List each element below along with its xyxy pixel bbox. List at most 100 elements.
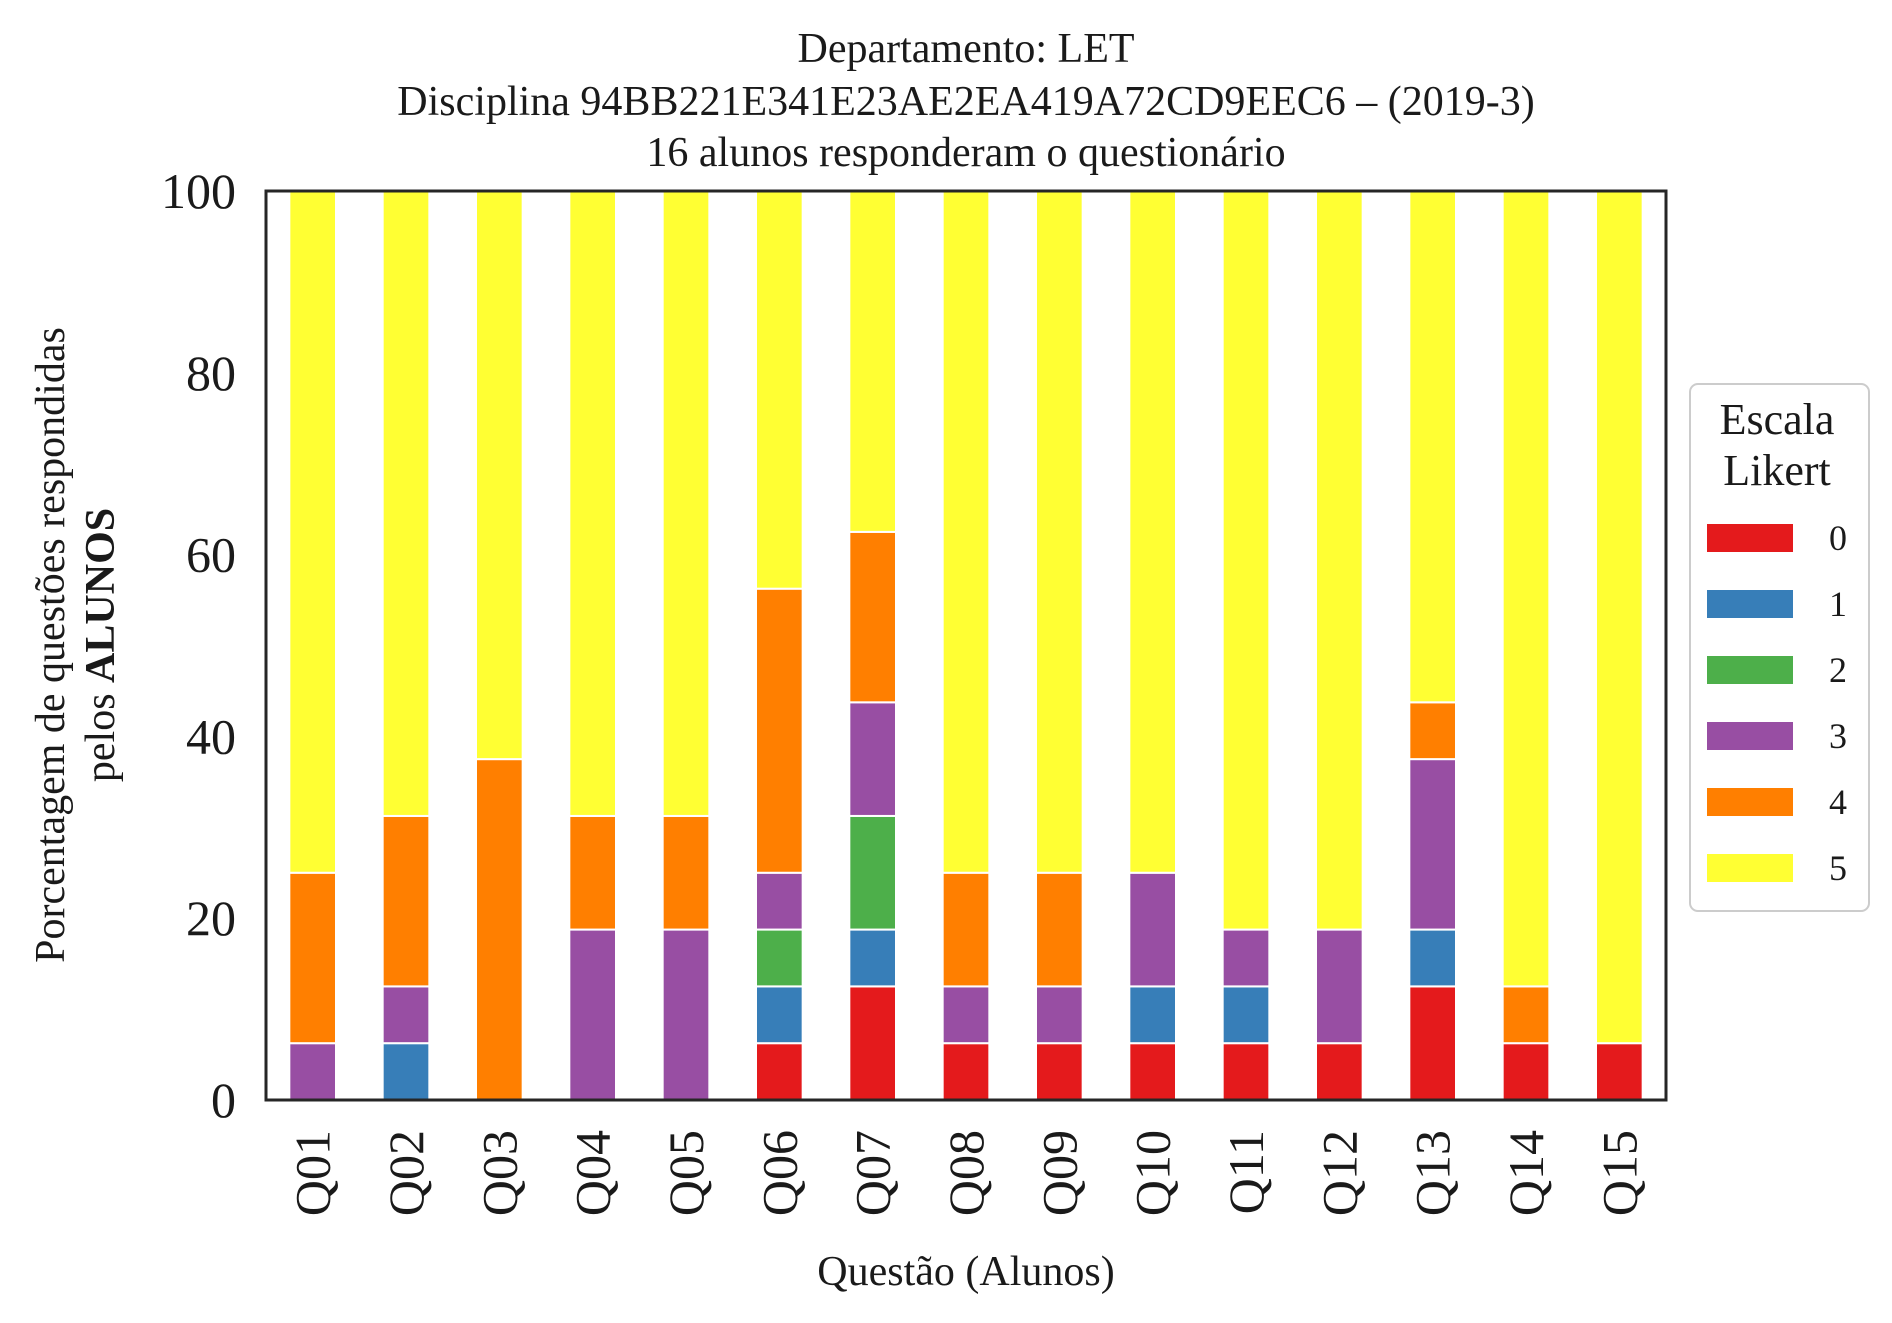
bar-segment-q01-scale-5 xyxy=(288,190,338,874)
bar-segment-q14-scale-5 xyxy=(1501,190,1551,988)
y-tick-label: 20 xyxy=(186,890,236,946)
x-tick-label: Q13 xyxy=(1405,1130,1461,1216)
y-tick-label: 40 xyxy=(186,708,236,764)
bar-segment-q15-scale-0 xyxy=(1595,1042,1644,1101)
bar-segment-q09-scale-4 xyxy=(1035,871,1084,988)
bar-segment-q07-scale-3 xyxy=(848,701,897,817)
legend-title-line-1: Escala xyxy=(1720,395,1835,444)
bar-segment-q13-scale-4 xyxy=(1408,701,1458,761)
bar-segment-q14-scale-0 xyxy=(1501,1042,1551,1101)
x-tick-label: Q06 xyxy=(751,1130,807,1216)
bar-segment-q15-scale-5 xyxy=(1595,190,1644,1045)
x-tick-label: Q05 xyxy=(658,1130,714,1216)
bar-segments xyxy=(288,190,1644,1101)
bar-segment-q12-scale-0 xyxy=(1315,1042,1364,1101)
y-axis-label-bold: ALUNOS xyxy=(78,508,124,683)
legend-frame xyxy=(1689,383,1870,912)
bar-segment-q06-scale-5 xyxy=(755,190,804,590)
bar-segment-q12-scale-3 xyxy=(1315,928,1364,1045)
x-tick-label: Q10 xyxy=(1125,1130,1181,1216)
bar-segment-q11-scale-1 xyxy=(1221,985,1271,1045)
bar-segment-q04-scale-5 xyxy=(568,190,617,817)
bar-segment-q13-scale-1 xyxy=(1408,928,1458,988)
legend-label-3: 3 xyxy=(1829,716,1847,756)
x-tick-label: Q11 xyxy=(1218,1130,1274,1214)
bar-segment-q09-scale-5 xyxy=(1035,190,1084,874)
bar-segment-q10-scale-3 xyxy=(1128,871,1178,988)
bar-segment-q11-scale-0 xyxy=(1221,1042,1271,1101)
x-tick-label: Q09 xyxy=(1031,1130,1087,1216)
bar-segment-q11-scale-5 xyxy=(1221,190,1271,931)
legend-label-0: 0 xyxy=(1829,518,1847,558)
legend-swatch-1 xyxy=(1707,590,1793,618)
legend-label-2: 2 xyxy=(1829,650,1847,690)
chart-title-line-2: Disciplina 94BB221E341E23AE2EA419A72CD9E… xyxy=(397,79,1534,125)
bar-segment-q06-scale-2 xyxy=(755,928,804,988)
bar-segment-q07-scale-4 xyxy=(848,530,897,704)
x-axis-ticks: Q01 Q02 Q03 Q04 Q05 Q06 Q07 Q08 Q09 Q10 Q11 Q12 Q13 Q… xyxy=(285,1130,1648,1216)
legend-swatch-5 xyxy=(1707,854,1793,882)
bar-segment-q02-scale-4 xyxy=(381,814,431,988)
bar-segment-q06-scale-4 xyxy=(755,587,804,874)
legend: Escala Likert 0 1 2 3 4 5 xyxy=(1689,383,1870,912)
x-axis-label: Questão (Alunos) xyxy=(817,1249,1114,1295)
bar-segment-q02-scale-1 xyxy=(381,1042,431,1101)
y-tick-label: 80 xyxy=(186,345,236,401)
legend-label-4: 4 xyxy=(1829,782,1847,822)
legend-items: 0 1 2 3 4 5 xyxy=(1707,518,1847,888)
y-axis-label-line-2: pelos ALUNOS xyxy=(78,508,124,782)
x-tick-label: Q04 xyxy=(565,1130,621,1216)
bar-segment-q13-scale-0 xyxy=(1408,985,1458,1101)
bar-segment-q10-scale-5 xyxy=(1128,190,1178,874)
bar-segment-q02-scale-3 xyxy=(381,985,431,1045)
bar-segment-q06-scale-3 xyxy=(755,871,804,931)
bar-segment-q09-scale-0 xyxy=(1035,1042,1084,1101)
legend-label-1: 1 xyxy=(1829,584,1847,624)
x-tick-label: Q12 xyxy=(1311,1130,1367,1216)
bar-segment-q10-scale-1 xyxy=(1128,985,1178,1045)
bar-segment-q07-scale-2 xyxy=(848,814,897,931)
bar-segment-q06-scale-0 xyxy=(755,1042,804,1101)
plot-frame xyxy=(264,189,1668,1102)
legend-swatch-4 xyxy=(1707,788,1793,816)
bar-segment-q08-scale-0 xyxy=(941,1042,991,1101)
chart-title-line-3: 16 alunos responderam o questionário xyxy=(646,130,1285,176)
y-tick-label: 0 xyxy=(211,1072,236,1128)
bar-segment-q07-scale-5 xyxy=(848,190,897,533)
x-tick-label: Q02 xyxy=(378,1130,434,1216)
chart-title-line-1: Departamento: LET xyxy=(797,26,1134,72)
x-tick-label: Q01 xyxy=(285,1130,341,1216)
bar-segment-q11-scale-3 xyxy=(1221,928,1271,988)
y-tick-label: 100 xyxy=(161,163,236,219)
y-axis-label-line-1: Porcentagem de questões respondidas xyxy=(28,327,74,963)
legend-swatch-0 xyxy=(1707,524,1793,552)
y-axis-ticks: 0 20 40 60 80 100 xyxy=(161,163,236,1128)
x-tick-label: Q03 xyxy=(471,1130,527,1216)
bar-segment-q04-scale-3 xyxy=(568,928,617,1101)
bar-segment-q14-scale-4 xyxy=(1501,985,1551,1045)
bar-segment-q08-scale-3 xyxy=(941,985,991,1045)
x-tick-label: Q15 xyxy=(1591,1130,1647,1216)
bar-segment-q08-scale-4 xyxy=(941,871,991,988)
legend-title-line-2: Likert xyxy=(1723,446,1831,495)
bar-segment-q06-scale-1 xyxy=(755,985,804,1045)
bar-segment-q09-scale-3 xyxy=(1035,985,1084,1045)
legend-label-5: 5 xyxy=(1829,848,1847,888)
bar-segment-q04-scale-4 xyxy=(568,814,617,931)
bar-segment-q07-scale-0 xyxy=(848,985,897,1101)
bar-segment-q01-scale-4 xyxy=(288,871,338,1045)
x-tick-label: Q08 xyxy=(938,1130,994,1216)
y-tick-label: 60 xyxy=(186,527,236,583)
bar-segment-q08-scale-5 xyxy=(941,190,991,874)
bar-segment-q05-scale-5 xyxy=(661,190,711,817)
bar-segment-q03-scale-5 xyxy=(475,190,524,761)
bar-segment-q02-scale-5 xyxy=(381,190,431,817)
bar-segment-q13-scale-5 xyxy=(1408,190,1458,704)
y-axis-label: Porcentagem de questões respondidas pelo… xyxy=(28,327,124,963)
x-tick-label: Q14 xyxy=(1498,1130,1554,1216)
bar-segment-q07-scale-1 xyxy=(848,928,897,988)
bar-segment-q05-scale-4 xyxy=(661,814,711,931)
x-tick-label: Q07 xyxy=(845,1130,901,1216)
legend-swatch-2 xyxy=(1707,656,1793,684)
